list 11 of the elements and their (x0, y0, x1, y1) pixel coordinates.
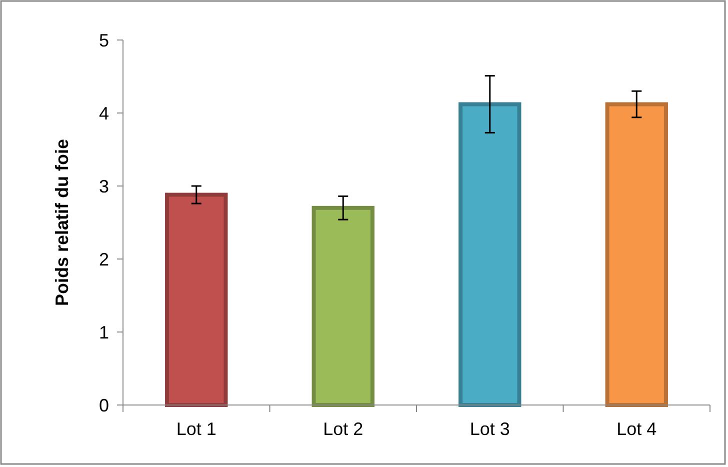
x-tick-label: Lot 4 (616, 419, 657, 439)
x-tick-label: Lot 1 (176, 419, 216, 439)
x-tick-label: Lot 3 (470, 419, 510, 439)
y-tick-label: 2 (98, 249, 109, 270)
x-tick-label: Lot 2 (323, 419, 364, 439)
y-tick-label: 0 (98, 395, 109, 416)
y-tick-label: 4 (98, 103, 109, 124)
y-tick-label: 1 (98, 322, 109, 342)
y-tick-label: 5 (98, 30, 109, 50)
y-axis-title: Poids relatif du foie (52, 138, 72, 306)
y-tick-label: 3 (98, 176, 109, 196)
